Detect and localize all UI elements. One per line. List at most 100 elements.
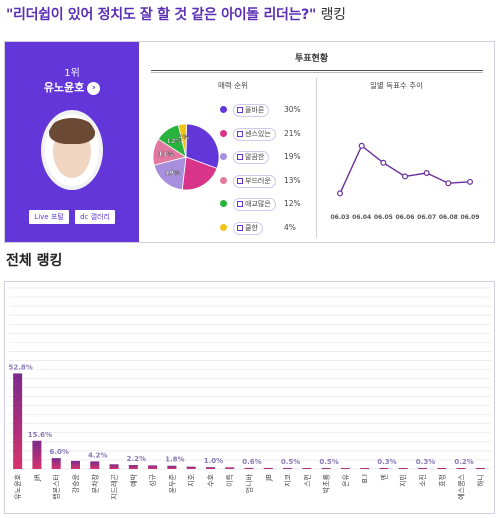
page-title-suffix: 랭킹: [320, 7, 346, 23]
ranking-category-label: 엔: [379, 474, 388, 480]
checkbox-icon: [237, 107, 243, 113]
ranking-data-label: 6.0%: [49, 448, 68, 456]
summary-card: 1위 유노윤호 › Live 포털 dc 갤러리 투표현황 매력 순위 일별 득표…: [4, 41, 495, 243]
chevron-right-icon[interactable]: ›: [87, 81, 101, 95]
ranking-data-label: 0.5%: [281, 458, 300, 466]
ranking-bar-18[interactable]: [360, 468, 370, 469]
ranking-category-label: 지코: [283, 473, 292, 486]
legend-label-text: 애교많은: [245, 200, 271, 208]
ranking-bar-19[interactable]: [379, 468, 389, 469]
ranking-bar-3[interactable]: [70, 460, 80, 469]
legend-label[interactable]: 애교많은: [233, 198, 276, 211]
ranking-bar-9[interactable]: [186, 466, 196, 469]
ranking-bar-0[interactable]: [13, 373, 23, 469]
avatar-hair: [49, 118, 95, 144]
legend-item: 올바른 30%: [220, 104, 315, 117]
ranking-bar-5[interactable]: [109, 464, 119, 469]
ranking-bar-2[interactable]: [51, 458, 61, 469]
ranking-category-label: 유노윤호: [14, 473, 22, 499]
legend-color-dot: [220, 106, 227, 113]
line-point-2: [380, 159, 387, 166]
ranking-bar-12[interactable]: [244, 467, 254, 469]
winner-name: 유노윤호: [43, 81, 85, 94]
ranking-category-label: 박초롱: [322, 473, 331, 493]
legend-color-dot: [220, 176, 227, 184]
ranking-bar-8[interactable]: [167, 465, 177, 469]
winner-rank: 1위: [64, 68, 80, 79]
ranking-bar-7[interactable]: [148, 465, 158, 469]
line-point-6: [467, 178, 474, 185]
legend-label[interactable]: 부드러운: [233, 174, 276, 188]
line-x-tick-label: 06.05: [374, 214, 393, 221]
ranking-category-label: 수호: [207, 473, 215, 486]
ranking-category-label: 소진: [418, 474, 427, 487]
ranking-bar-14[interactable]: [283, 468, 293, 469]
legend-color-dot: [220, 223, 227, 231]
line-x-tick-label: 06.03: [331, 214, 350, 221]
winner-name-row[interactable]: 유노윤호 ›: [5, 79, 139, 95]
ranking-bar-11[interactable]: [225, 467, 235, 469]
ranking-data-label: 1.8%: [165, 456, 184, 464]
ranking-data-label: 0.3%: [416, 458, 435, 466]
legend-item: 애교많은 12%: [220, 198, 315, 211]
checkbox-icon: [237, 154, 243, 160]
ranking-bar-chart: 유노윤호 JR 랩몬스터 강승윤 문차장 지드래곤 예박 성규 윤두준 지호 수호 이특 엄니바 JB 지코…: [8, 287, 491, 500]
ranking-bar-10[interactable]: [205, 467, 215, 469]
checkbox-icon: [237, 224, 243, 231]
ranking-data-label: 0.6%: [242, 458, 261, 466]
legend-label-text: 말끔한: [245, 153, 265, 161]
page-title-text: "리더쉽이 있어 정치도 잘 할 것 같은 아이돌 리더는?": [6, 7, 317, 23]
avatar: [41, 110, 103, 190]
ranking-category-label: 지드래곤: [110, 473, 119, 499]
legend-label[interactable]: 쿨한: [233, 221, 263, 235]
ranking-bar-20[interactable]: [398, 468, 408, 469]
line-point-1: [358, 142, 365, 149]
ranking-category-label: 성규: [148, 473, 157, 486]
ranking-card: 유노윤호 JR 랩몬스터 강승윤 문차장 지드래곤 예박 성규 윤두준 지호 수호 이특 엄니바 JB 지코…: [4, 281, 495, 514]
ranking-bar-1[interactable]: [32, 440, 42, 469]
ranking-category-label: B.I: [361, 474, 369, 483]
ranking-bar-6[interactable]: [128, 465, 138, 469]
ranking-bar-24[interactable]: [475, 468, 485, 469]
legend-label[interactable]: 말끔한: [233, 151, 270, 164]
ranking-category-label: 스펀: [302, 474, 311, 487]
vote-title-divider: [151, 70, 483, 71]
ranking-category-label: 이특: [225, 473, 234, 486]
ranking-data-label: 0.3%: [377, 458, 396, 466]
ranking-bar-21[interactable]: [418, 468, 428, 469]
vote-status-title: 투표현황: [295, 54, 329, 64]
pie-slice-label-4: 12%: [166, 137, 182, 145]
ranking-category-label: 랩몬스터: [52, 474, 61, 500]
ranking-category-label: JR: [33, 474, 41, 482]
panel-divider: [316, 78, 317, 238]
legend-color-dot: [220, 153, 227, 160]
legend-percent: 12%: [284, 199, 301, 208]
legend-percent: 4%: [284, 222, 296, 232]
ranking-data-label: 52.8%: [8, 363, 32, 371]
ranking-bar-17[interactable]: [340, 468, 350, 469]
line-x-tick-label: 06.06: [396, 214, 415, 221]
ranking-bar-22[interactable]: [437, 468, 447, 469]
ranking-category-label: 엄니바: [245, 473, 254, 493]
ranking-bar-13[interactable]: [263, 467, 273, 469]
ranking-category-label: 윤두준: [168, 473, 176, 493]
live-portal-button[interactable]: Live 포털: [29, 210, 69, 224]
legend-label[interactable]: 올바른: [233, 104, 270, 117]
winner-panel: 1위 유노윤호 › Live 포털 dc 갤러리: [5, 42, 139, 242]
ranking-category-label: 예박: [129, 473, 138, 486]
legend-label-text: 올바른: [245, 106, 265, 114]
legend-percent: 21%: [284, 128, 301, 138]
line-point-5: [445, 180, 452, 187]
ranking-bar-16[interactable]: [321, 468, 331, 469]
legend-label-text: 쿨한: [245, 223, 258, 232]
ranking-bar-23[interactable]: [456, 468, 466, 469]
legend-label[interactable]: 센스있는: [233, 127, 276, 141]
ranking-category-label: 에스쿱스: [457, 473, 466, 499]
line-x-tick-label: 06.07: [417, 214, 436, 221]
ranking-data-label: 2.2%: [127, 455, 146, 463]
ranking-bar-15[interactable]: [302, 468, 312, 469]
pie-slice-label-2: 19%: [165, 169, 181, 177]
dc-gallery-button[interactable]: dc 갤러리: [75, 210, 115, 224]
line-point-4: [423, 169, 430, 176]
ranking-bar-4[interactable]: [90, 461, 100, 469]
